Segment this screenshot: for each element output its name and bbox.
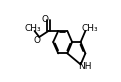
Text: O: O <box>33 36 40 45</box>
Text: CH₃: CH₃ <box>81 24 98 33</box>
Text: O: O <box>42 15 49 24</box>
Text: NH: NH <box>78 62 92 71</box>
Text: CH₃: CH₃ <box>25 24 41 33</box>
